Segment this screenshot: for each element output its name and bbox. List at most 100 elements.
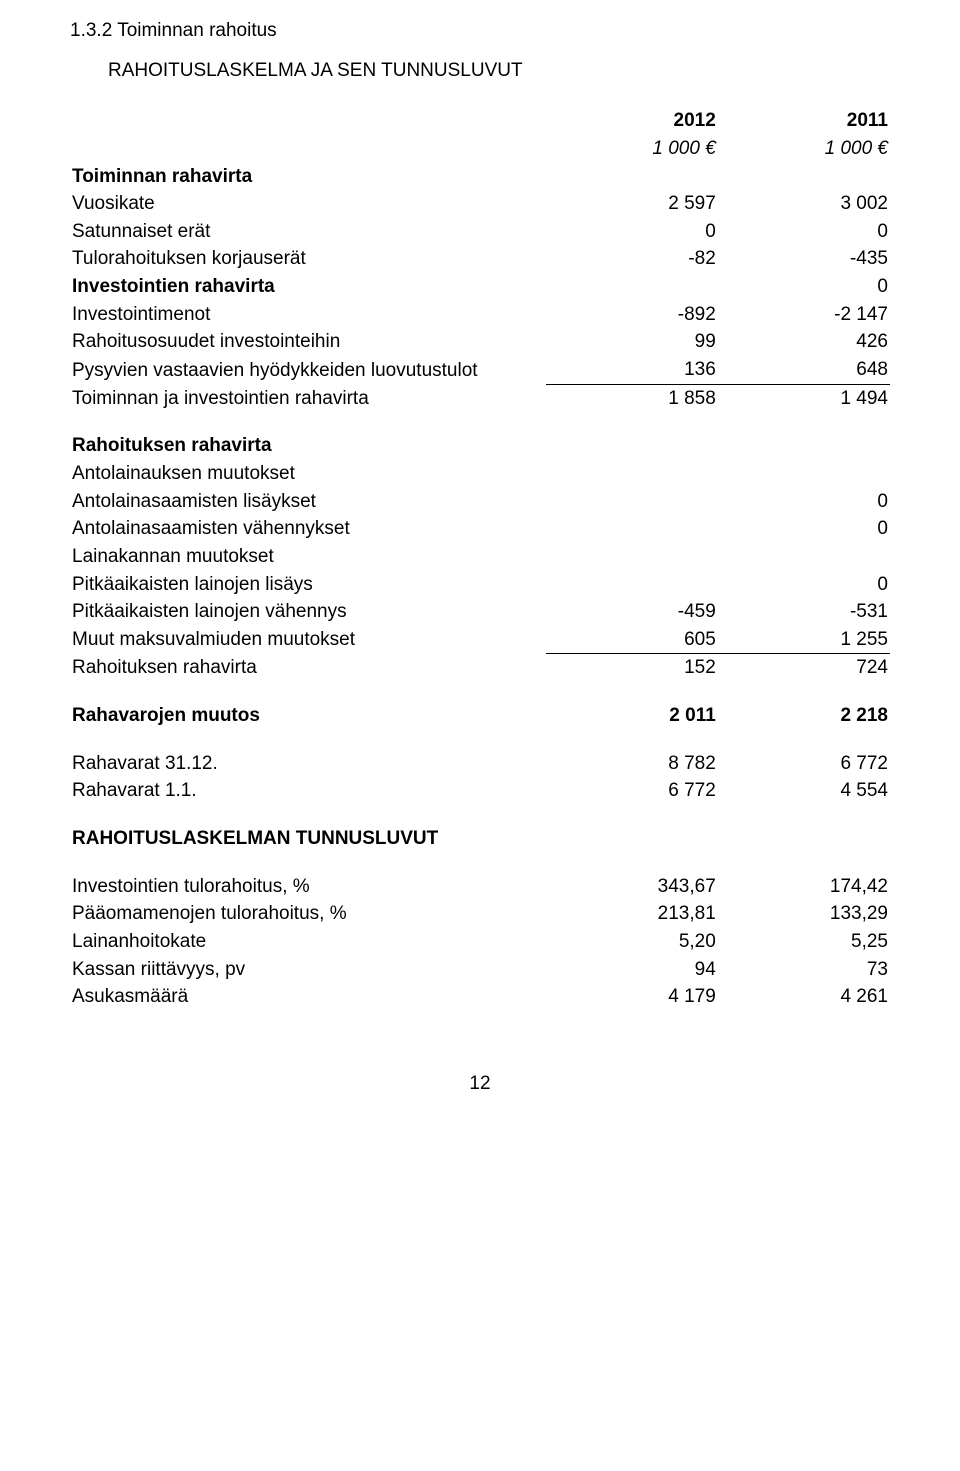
inv-tulo-1: 343,67: [546, 873, 718, 901]
r11-label: Rahavarat 1.1.: [70, 777, 546, 805]
inv-tulo-label: Investointien tulorahoitus, %: [70, 873, 546, 901]
satunnaiset-label: Satunnaiset erät: [70, 218, 546, 246]
table-row: Satunnaiset erät 0 0: [70, 218, 890, 246]
table-row: Vuosikate 2 597 3 002: [70, 190, 890, 218]
table-row: Antolainasaamisten lisäykset 0: [70, 488, 890, 516]
pitka-vah-1: -459: [546, 598, 718, 626]
table-row: Pysyvien vastaavien hyödykkeiden luovutu…: [70, 356, 890, 384]
r11-1: 6 772: [546, 777, 718, 805]
table-row: Kassan riittävyys, pv 94 73: [70, 956, 890, 984]
pysyv-2: 648: [718, 356, 890, 384]
year-row: 2012 2011: [70, 107, 890, 135]
asu-2: 4 261: [718, 983, 890, 1011]
laina-label: Lainakannan muutokset: [70, 543, 546, 571]
antol-vah-2: 0: [718, 515, 890, 543]
table-row: Rahavarat 31.12. 8 782 6 772: [70, 750, 890, 778]
fin-rahvirta-1: 152: [546, 654, 718, 682]
pitka-vah-2: -531: [718, 598, 890, 626]
r11-2: 4 554: [718, 777, 890, 805]
table-row: Rahavarat 1.1. 6 772 4 554: [70, 777, 890, 805]
kas-1: 94: [546, 956, 718, 984]
satunnaiset-2: 0: [718, 218, 890, 246]
page-number: 12: [70, 1071, 890, 1097]
table-row: Investointimenot -892 -2 147: [70, 301, 890, 329]
unit-row: 1 000 € 1 000 €: [70, 135, 890, 163]
op-title-row: Toiminnan rahavirta: [70, 163, 890, 191]
fin-rahvirta-2: 724: [718, 654, 890, 682]
sub-heading: RAHOITUSLASKELMA JA SEN TUNNUSLUVUT: [108, 58, 890, 84]
inv-title: Investointien rahavirta: [70, 273, 546, 301]
table-row: Muut maksuvalmiuden muutokset 605 1 255: [70, 626, 890, 654]
tunnus-title: RAHOITUSLASKELMAN TUNNUSLUVUT: [70, 825, 546, 853]
muut-2: 1 255: [718, 626, 890, 654]
lhk-2: 5,25: [718, 928, 890, 956]
table-row: Rahoitusosuudet investointeihin 99 426: [70, 328, 890, 356]
table-row: Pitkäaikaisten lainojen vähennys -459 -5…: [70, 598, 890, 626]
tulokorj-label: Tulorahoituksen korjauserät: [70, 245, 546, 273]
antol-vah-label: Antolainasaamisten vähennykset: [70, 515, 546, 543]
table-row: Rahoituksen rahavirta 152 724: [70, 654, 890, 682]
inv-total-1: 1 858: [546, 384, 718, 412]
muut-1: 605: [546, 626, 718, 654]
paa-label: Pääomamenojen tulorahoitus, %: [70, 900, 546, 928]
asu-label: Asukasmäärä: [70, 983, 546, 1011]
invmenot-2: -2 147: [718, 301, 890, 329]
kas-label: Kassan riittävyys, pv: [70, 956, 546, 984]
year-2: 2011: [718, 107, 890, 135]
table-row: Antolainasaamisten vähennykset 0: [70, 515, 890, 543]
fin-rahvirta-label: Rahoituksen rahavirta: [70, 654, 546, 682]
inv-tulo-2: 174,42: [718, 873, 890, 901]
section-heading: 1.3.2 Toiminnan rahoitus: [70, 18, 890, 44]
pitka-vah-label: Pitkäaikaisten lainojen vähennys: [70, 598, 546, 626]
pysyv-1: 136: [546, 356, 718, 384]
satunnaiset-1: 0: [546, 218, 718, 246]
muut-label: Muut maksuvalmiuden muutokset: [70, 626, 546, 654]
table-row: Tulorahoituksen korjauserät -82 -435: [70, 245, 890, 273]
r3112-label: Rahavarat 31.12.: [70, 750, 546, 778]
lhk-label: Lainanhoitokate: [70, 928, 546, 956]
pitka-lis-2: 0: [718, 571, 890, 599]
pitka-lis-label: Pitkäaikaisten lainojen lisäys: [70, 571, 546, 599]
table-row: Lainanhoitokate 5,20 5,25: [70, 928, 890, 956]
muutos-row: Rahavarojen muutos 2 011 2 218: [70, 702, 890, 730]
inv-total-label: Toiminnan ja investointien rahavirta: [70, 384, 546, 412]
table-row: Pitkäaikaisten lainojen lisäys 0: [70, 571, 890, 599]
table-row: Toiminnan ja investointien rahavirta 1 8…: [70, 384, 890, 412]
tulokorj-1: -82: [546, 245, 718, 273]
asu-1: 4 179: [546, 983, 718, 1011]
kas-2: 73: [718, 956, 890, 984]
op-title: Toiminnan rahavirta: [70, 163, 546, 191]
vuosikate-1: 2 597: [546, 190, 718, 218]
tulokorj-2: -435: [718, 245, 890, 273]
table-row: Asukasmäärä 4 179 4 261: [70, 983, 890, 1011]
vuosikate-label: Vuosikate: [70, 190, 546, 218]
vuosikate-2: 3 002: [718, 190, 890, 218]
muutos-2: 2 218: [718, 702, 890, 730]
financial-table: 2012 2011 1 000 € 1 000 € Toiminnan raha…: [70, 107, 890, 1011]
tunnus-title-row: RAHOITUSLASKELMAN TUNNUSLUVUT: [70, 825, 890, 853]
table-row: Antolainauksen muutokset: [70, 460, 890, 488]
antol-label: Antolainauksen muutokset: [70, 460, 546, 488]
table-row: Investointien tulorahoitus, % 343,67 174…: [70, 873, 890, 901]
r3112-2: 6 772: [718, 750, 890, 778]
invmenot-label: Investointimenot: [70, 301, 546, 329]
pysyv-label: Pysyvien vastaavien hyödykkeiden luovutu…: [70, 356, 546, 384]
muutos-label: Rahavarojen muutos: [70, 702, 546, 730]
fin-title-row: Rahoituksen rahavirta: [70, 432, 890, 460]
invmenot-1: -892: [546, 301, 718, 329]
year-1: 2012: [546, 107, 718, 135]
inv-total-2: 1 494: [718, 384, 890, 412]
table-row: Pääomamenojen tulorahoitus, % 213,81 133…: [70, 900, 890, 928]
antol-lis-label: Antolainasaamisten lisäykset: [70, 488, 546, 516]
rahosuudet-label: Rahoitusosuudet investointeihin: [70, 328, 546, 356]
antol-lis-2: 0: [718, 488, 890, 516]
paa-2: 133,29: [718, 900, 890, 928]
table-row: Lainakannan muutokset: [70, 543, 890, 571]
rahosuudet-2: 426: [718, 328, 890, 356]
r3112-1: 8 782: [546, 750, 718, 778]
muutos-1: 2 011: [546, 702, 718, 730]
paa-1: 213,81: [546, 900, 718, 928]
fin-title: Rahoituksen rahavirta: [70, 432, 546, 460]
inv-title-row: Investointien rahavirta 0: [70, 273, 890, 301]
rahosuudet-1: 99: [546, 328, 718, 356]
